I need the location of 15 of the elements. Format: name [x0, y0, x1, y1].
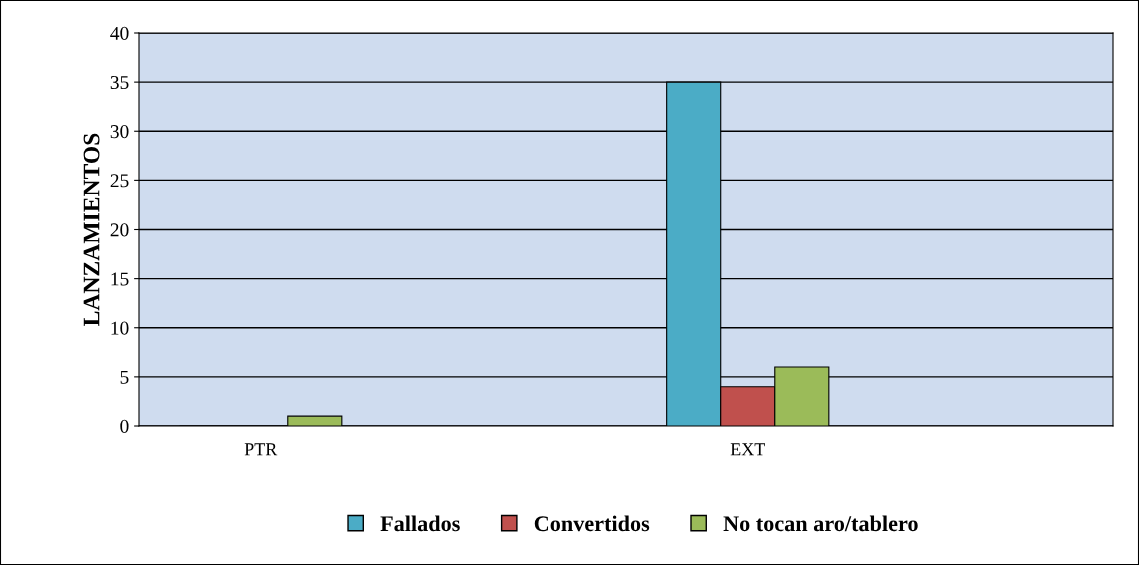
y-tick-label: 25 [110, 174, 129, 188]
y-tick-label: 15 [111, 272, 129, 286]
legend-label: No tocan aro/tablero [723, 515, 918, 532]
y-tick-label: 40 [110, 26, 129, 40]
y-tick-label: 10 [111, 321, 129, 335]
x-tick-label: PTR [244, 443, 278, 456]
x-tick-label: EXT [730, 443, 765, 456]
legend-label: Fallados [380, 515, 460, 532]
y-tick-label: 20 [110, 223, 129, 237]
y-axis-title: LANZAMIENTOS [83, 133, 100, 326]
y-tick-label: 30 [110, 125, 129, 139]
y-tick-label: 0 [120, 419, 129, 433]
y-tick-label: 5 [120, 370, 129, 384]
legend-label: Convertidos [534, 515, 650, 532]
y-tick-label: 35 [110, 76, 129, 90]
